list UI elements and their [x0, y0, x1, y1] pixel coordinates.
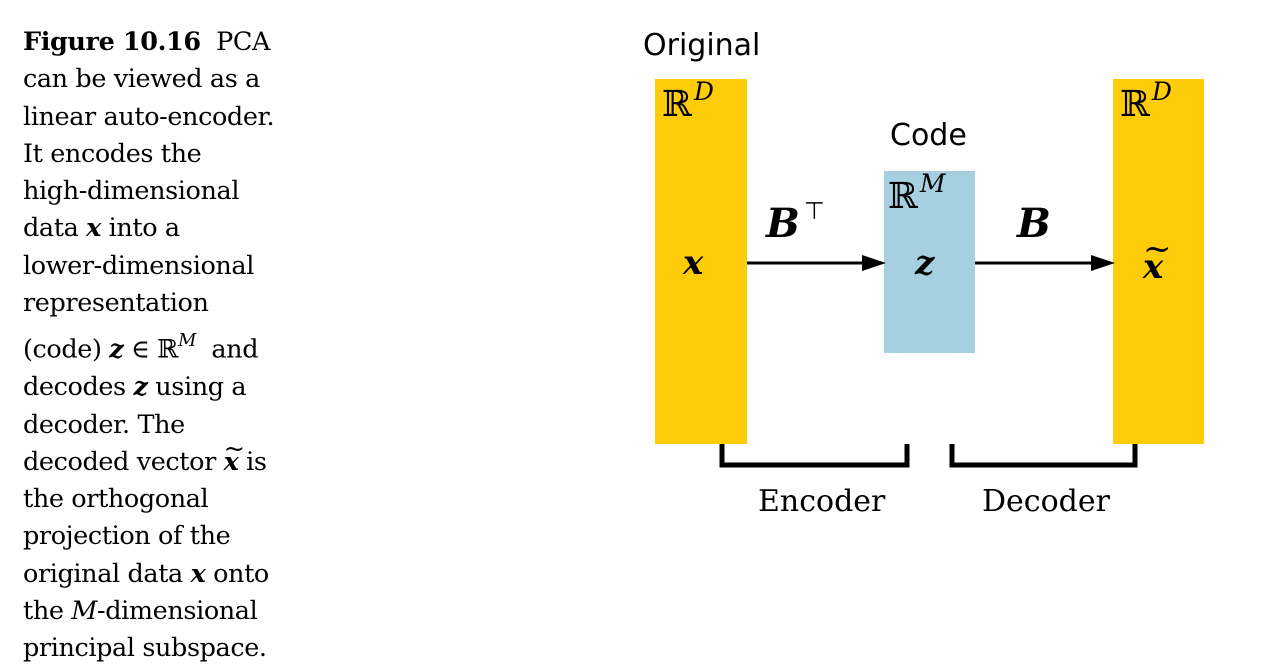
caption-text: data [23, 213, 79, 244]
element-of-symbol: ∈ [131, 334, 150, 365]
caption-text: original data [23, 558, 183, 589]
reals-symbol: ℝ [662, 84, 692, 125]
caption-line-10: decodes z using a [23, 369, 285, 406]
code-label: Code [890, 118, 967, 153]
math-z: z [133, 372, 148, 403]
input-variable-x: x [683, 243, 704, 283]
matrix-b: B [766, 200, 800, 247]
encoder-arrow [747, 255, 886, 271]
encoder-bracket [719, 444, 910, 468]
caption-line-3: linear auto-encoder. [23, 101, 275, 132]
caption-line-5: high-dimensional [23, 176, 240, 207]
caption-text: (code) [23, 334, 102, 365]
figure-label: Figure 10.16 [23, 27, 201, 57]
transpose-symbol: ⊤ [803, 197, 825, 225]
code-variable-z: z [915, 243, 935, 283]
reconstruction-var: x [1143, 247, 1164, 287]
math-z: z [109, 334, 124, 365]
caption-text: the [23, 596, 64, 627]
dimension-D: D [693, 77, 714, 106]
caption-line-2: can be viewed as a [23, 64, 260, 95]
reals-symbol: ℝ [888, 176, 918, 217]
caption-text: -dimensional [97, 596, 258, 627]
dimension-M: M [919, 169, 946, 198]
original-data-block [655, 79, 747, 444]
decoder-label: Decoder [982, 484, 1110, 519]
caption-line-11: decoder. The [23, 409, 185, 440]
math-x: x [86, 213, 101, 244]
math-M: M [71, 596, 97, 627]
math-M: M [178, 330, 196, 352]
dimension-D: D [1151, 77, 1172, 106]
decoder-bracket [949, 444, 1138, 468]
figure-caption: Figure 10.16 PCA can be viewed as a line… [23, 24, 285, 668]
caption-line-6: data x into a [23, 210, 285, 247]
caption-text: decodes [23, 372, 126, 403]
original-label: Original [643, 28, 761, 63]
math-x: x [223, 446, 239, 477]
caption-line-9: (code) z ∈ ℝM and [23, 322, 285, 369]
caption-line-15: original data x onto [23, 556, 285, 593]
encoder-matrix-b-transpose: B ⊤ [766, 197, 825, 247]
original-space-label: ℝD [662, 77, 714, 125]
caption-text: is [246, 446, 267, 477]
caption-line-14: projection of the [23, 521, 231, 552]
caption-line-17: principal subspace. [23, 633, 267, 664]
reconstruction-block [1113, 79, 1204, 444]
caption-line-13: the orthogonal [23, 484, 209, 515]
caption-text: and [211, 334, 259, 365]
code-block [884, 171, 975, 353]
caption-text: decoded vector [23, 446, 216, 477]
reconstruction-space-label: ℝD [1120, 77, 1172, 125]
decoder-matrix-b: B [1017, 200, 1051, 247]
reals-symbol: ℝ [1120, 84, 1150, 125]
caption-text: onto [213, 558, 269, 589]
decoder-arrow [975, 255, 1115, 271]
caption-line-4: It encodes the [23, 138, 202, 169]
caption-line-16: the M-dimensional [23, 593, 285, 630]
caption-text: PCA [216, 27, 271, 57]
reals-symbol: ℝ [157, 334, 179, 365]
caption-line-8: representation [23, 288, 209, 319]
caption-text: using a [155, 372, 247, 403]
caption-line-7: lower-dimensional [23, 250, 254, 281]
encoder-label: Encoder [758, 484, 886, 519]
math-x: x [190, 558, 206, 589]
code-space-label: ℝM [888, 169, 946, 217]
caption-line-12: decoded vector ~ x is [23, 434, 285, 481]
caption-text: into a [108, 213, 180, 244]
caption-line-1: Figure 10.16 PCA [23, 24, 285, 61]
